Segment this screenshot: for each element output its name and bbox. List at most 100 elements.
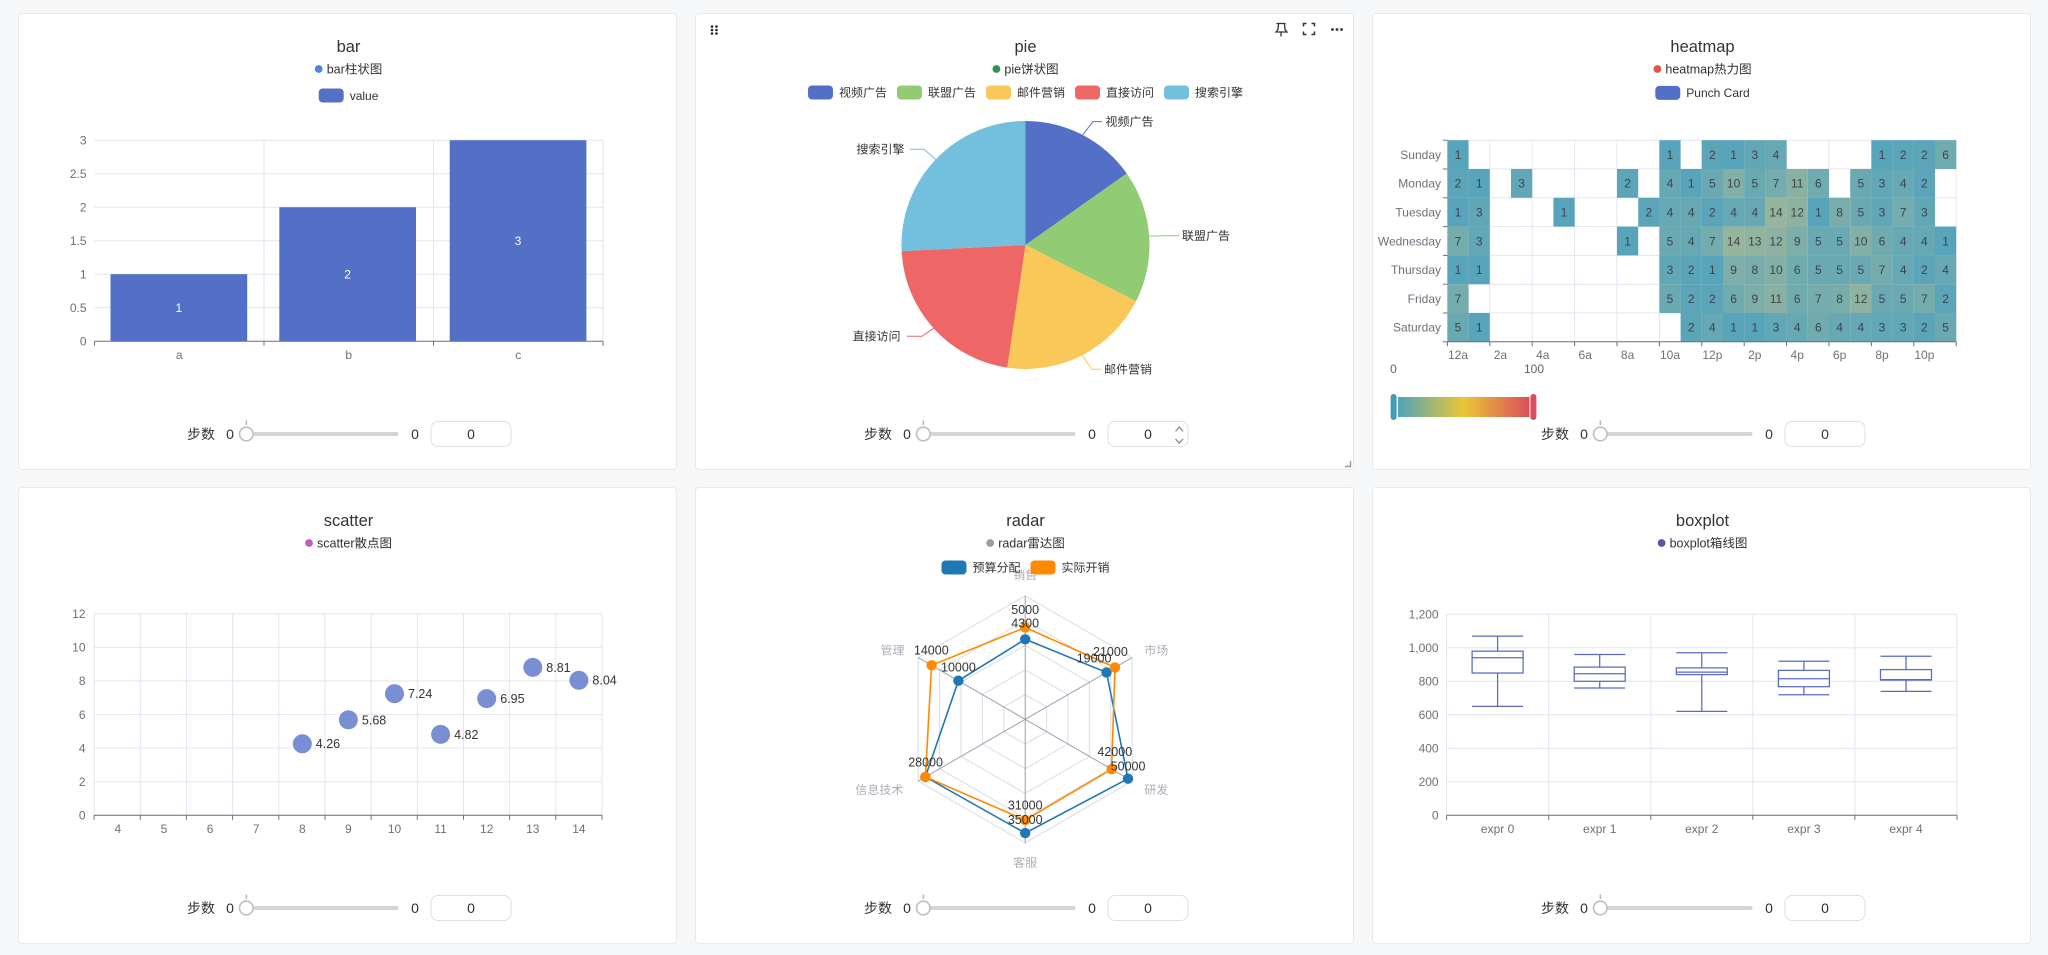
svg-text:bar: bar bbox=[327, 62, 345, 76]
svg-text:5: 5 bbox=[1751, 177, 1758, 191]
svg-text:4: 4 bbox=[1773, 148, 1780, 162]
svg-text:8: 8 bbox=[1836, 292, 1843, 306]
svg-text:0.5: 0.5 bbox=[70, 301, 87, 315]
svg-text:1: 1 bbox=[1730, 321, 1737, 335]
svg-text:1: 1 bbox=[80, 268, 87, 282]
svg-text:0: 0 bbox=[1765, 426, 1773, 442]
svg-text:6.95: 6.95 bbox=[500, 692, 524, 706]
svg-text:0: 0 bbox=[226, 426, 234, 442]
svg-text:0: 0 bbox=[1390, 362, 1397, 376]
svg-text:9: 9 bbox=[1794, 234, 1801, 248]
svg-text:5: 5 bbox=[1709, 177, 1716, 191]
svg-text:0: 0 bbox=[1432, 809, 1439, 823]
svg-text:5: 5 bbox=[1667, 292, 1674, 306]
svg-text:0: 0 bbox=[411, 426, 419, 442]
svg-text:1: 1 bbox=[1751, 321, 1758, 335]
svg-text:28000: 28000 bbox=[908, 756, 943, 770]
svg-text:10: 10 bbox=[1854, 234, 1868, 248]
svg-text:1,000: 1,000 bbox=[1409, 641, 1439, 655]
svg-text:1: 1 bbox=[1942, 234, 1949, 248]
svg-text:10: 10 bbox=[72, 641, 86, 655]
svg-text:4a: 4a bbox=[1536, 348, 1550, 362]
svg-text:1: 1 bbox=[1455, 263, 1462, 277]
svg-text:12: 12 bbox=[72, 607, 86, 621]
svg-text:0: 0 bbox=[1144, 900, 1152, 916]
svg-text:3: 3 bbox=[1476, 234, 1483, 248]
svg-text:heatmap: heatmap bbox=[1670, 38, 1734, 56]
svg-text:7: 7 bbox=[1455, 234, 1462, 248]
svg-text:10: 10 bbox=[1727, 177, 1741, 191]
svg-text:7: 7 bbox=[1879, 263, 1886, 277]
svg-text:10000: 10000 bbox=[941, 660, 976, 674]
svg-text:5: 5 bbox=[1815, 234, 1822, 248]
svg-text:12: 12 bbox=[1791, 206, 1805, 220]
svg-text:4300: 4300 bbox=[1011, 616, 1039, 630]
svg-text:6: 6 bbox=[1794, 292, 1801, 306]
svg-text:4: 4 bbox=[79, 741, 86, 755]
svg-text:3: 3 bbox=[1879, 206, 1886, 220]
svg-text:6: 6 bbox=[1942, 148, 1949, 162]
svg-text:1: 1 bbox=[1624, 234, 1631, 248]
svg-text:2: 2 bbox=[1645, 206, 1652, 220]
svg-text:0: 0 bbox=[1088, 426, 1096, 442]
svg-text:8: 8 bbox=[1836, 206, 1843, 220]
svg-text:1,200: 1,200 bbox=[1409, 608, 1439, 622]
svg-text:9: 9 bbox=[1730, 263, 1737, 277]
svg-text:2: 2 bbox=[1921, 321, 1928, 335]
svg-text:0: 0 bbox=[411, 900, 419, 916]
svg-text:9: 9 bbox=[345, 822, 352, 836]
svg-text:1: 1 bbox=[175, 301, 182, 315]
svg-text:8p: 8p bbox=[1875, 348, 1889, 362]
svg-text:expr 1: expr 1 bbox=[1583, 822, 1617, 836]
svg-text:10p: 10p bbox=[1914, 348, 1934, 362]
svg-text:8.81: 8.81 bbox=[546, 661, 570, 675]
svg-text:0: 0 bbox=[467, 900, 475, 916]
svg-text:7: 7 bbox=[1815, 292, 1822, 306]
svg-text:radar: radar bbox=[1006, 512, 1045, 530]
svg-text:2: 2 bbox=[1455, 177, 1462, 191]
svg-text:4: 4 bbox=[1688, 206, 1695, 220]
svg-text:6: 6 bbox=[1815, 321, 1822, 335]
svg-text:4: 4 bbox=[1709, 321, 1716, 335]
svg-text:21000: 21000 bbox=[1093, 645, 1128, 659]
svg-text:3: 3 bbox=[515, 234, 522, 248]
svg-text:0: 0 bbox=[80, 335, 87, 349]
svg-text:7.24: 7.24 bbox=[408, 687, 432, 701]
svg-text:0: 0 bbox=[1821, 426, 1829, 442]
svg-text:12: 12 bbox=[1854, 292, 1868, 306]
svg-text:2: 2 bbox=[1688, 263, 1695, 277]
svg-text:6a: 6a bbox=[1579, 348, 1593, 362]
svg-text:4: 4 bbox=[1942, 263, 1949, 277]
svg-text:scatter: scatter bbox=[317, 536, 355, 550]
svg-text:8: 8 bbox=[1751, 263, 1758, 277]
svg-text:2: 2 bbox=[1900, 148, 1907, 162]
svg-text:3: 3 bbox=[1667, 263, 1674, 277]
svg-text:5000: 5000 bbox=[1011, 603, 1039, 617]
svg-text:0: 0 bbox=[226, 900, 234, 916]
svg-text:2: 2 bbox=[1624, 177, 1631, 191]
svg-text:4: 4 bbox=[1688, 234, 1695, 248]
svg-text:6: 6 bbox=[1879, 234, 1886, 248]
svg-text:4: 4 bbox=[1667, 206, 1674, 220]
svg-text:5: 5 bbox=[1667, 234, 1674, 248]
svg-text:4: 4 bbox=[1900, 263, 1907, 277]
svg-text:3: 3 bbox=[80, 134, 87, 148]
svg-text:14: 14 bbox=[1769, 206, 1783, 220]
svg-text:Friday: Friday bbox=[1408, 292, 1441, 306]
svg-text:200: 200 bbox=[1419, 775, 1439, 789]
svg-text:1.5: 1.5 bbox=[70, 234, 87, 248]
svg-text:4: 4 bbox=[115, 822, 122, 836]
svg-text:boxplot: boxplot bbox=[1676, 512, 1730, 530]
svg-text:6: 6 bbox=[1730, 292, 1737, 306]
svg-text:4: 4 bbox=[1900, 234, 1907, 248]
svg-text:0: 0 bbox=[1580, 426, 1588, 442]
svg-text:14: 14 bbox=[572, 822, 586, 836]
svg-text:bar: bar bbox=[337, 38, 361, 56]
svg-text:expr 3: expr 3 bbox=[1787, 822, 1821, 836]
svg-text:31000: 31000 bbox=[1008, 799, 1043, 813]
svg-text:4: 4 bbox=[1921, 234, 1928, 248]
svg-text:0: 0 bbox=[1765, 900, 1773, 916]
svg-text:4.26: 4.26 bbox=[316, 737, 340, 751]
svg-text:13: 13 bbox=[1748, 234, 1762, 248]
svg-text:42000: 42000 bbox=[1097, 745, 1132, 759]
